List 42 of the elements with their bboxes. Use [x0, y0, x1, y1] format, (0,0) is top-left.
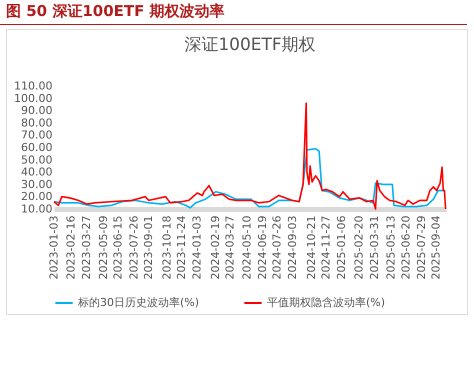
x-tick-label: 2024-03-27 — [223, 216, 236, 280]
x-tick-label: 2025-02-20 — [352, 216, 366, 280]
x-tick-label: 2023-07-26 — [127, 216, 140, 280]
x-tick-label: 2023-06-15 — [111, 216, 124, 280]
y-tick-label: 90.00 — [21, 104, 52, 118]
x-tick-label: 2023-05-09 — [96, 216, 110, 280]
y-tick-label: 40.00 — [21, 166, 52, 179]
x-tick-label: 2023-09-01 — [142, 216, 155, 280]
x-tick-label: 2025-01-06 — [334, 216, 348, 280]
x-tick-label: 2024-05-10 — [240, 216, 254, 280]
y-tick-label: 50.00 — [21, 153, 52, 166]
x-tick-label: 2024-09-03 — [286, 216, 299, 280]
y-tick-label: 30.00 — [21, 178, 52, 191]
x-tick-label: 2024-07-26 — [270, 216, 284, 280]
y-tick-label: 20.00 — [21, 190, 52, 204]
y-tick-label: 110.00 — [14, 80, 52, 92]
x-tick-label: 2023-02-16 — [64, 216, 78, 280]
y-tick-label: 10.00 — [21, 202, 52, 216]
x-tick-label: 2025-09-04 — [429, 216, 442, 280]
x-tick-label: 2025-06-20 — [400, 216, 413, 280]
x-tick-label: 2025-03-31 — [368, 216, 381, 280]
x-tick-label: 2024-10-21 — [304, 216, 318, 280]
chart-subtitle: 深证100ETF期权 — [184, 35, 316, 55]
y-tick-label: 70.00 — [21, 128, 52, 142]
x-tick-label: 2023-01-03 — [48, 216, 60, 280]
x-tick-label: 2025-07-29 — [414, 216, 428, 280]
chart-title: 图 50 深证100ETF 期权波动率 — [0, 0, 467, 25]
y-tick-label: 60.00 — [21, 141, 52, 154]
x-tick-label: 2023-11-24 — [174, 216, 188, 280]
legend-label: 平值期权隐含波动率(%) — [267, 296, 386, 309]
line-series — [53, 148, 446, 209]
x-tick-label: 2025-05-13 — [384, 216, 398, 280]
y-tick-label: 80.00 — [21, 116, 52, 130]
x-tick-label: 2024-01-03 — [190, 216, 204, 280]
line-series — [53, 102, 446, 210]
legend-label: 标的30日历史波动率(%) — [77, 296, 200, 309]
x-tick-label: 2023-10-18 — [160, 216, 174, 280]
x-tick-label: 2023-03-27 — [80, 216, 94, 280]
x-tick-label: 2024-06-19 — [256, 216, 270, 280]
y-tick-label: 100.00 — [14, 92, 52, 105]
x-tick-label: 2024-02-19 — [208, 216, 222, 280]
x-tick-label: 2024-11-27 — [319, 216, 332, 280]
